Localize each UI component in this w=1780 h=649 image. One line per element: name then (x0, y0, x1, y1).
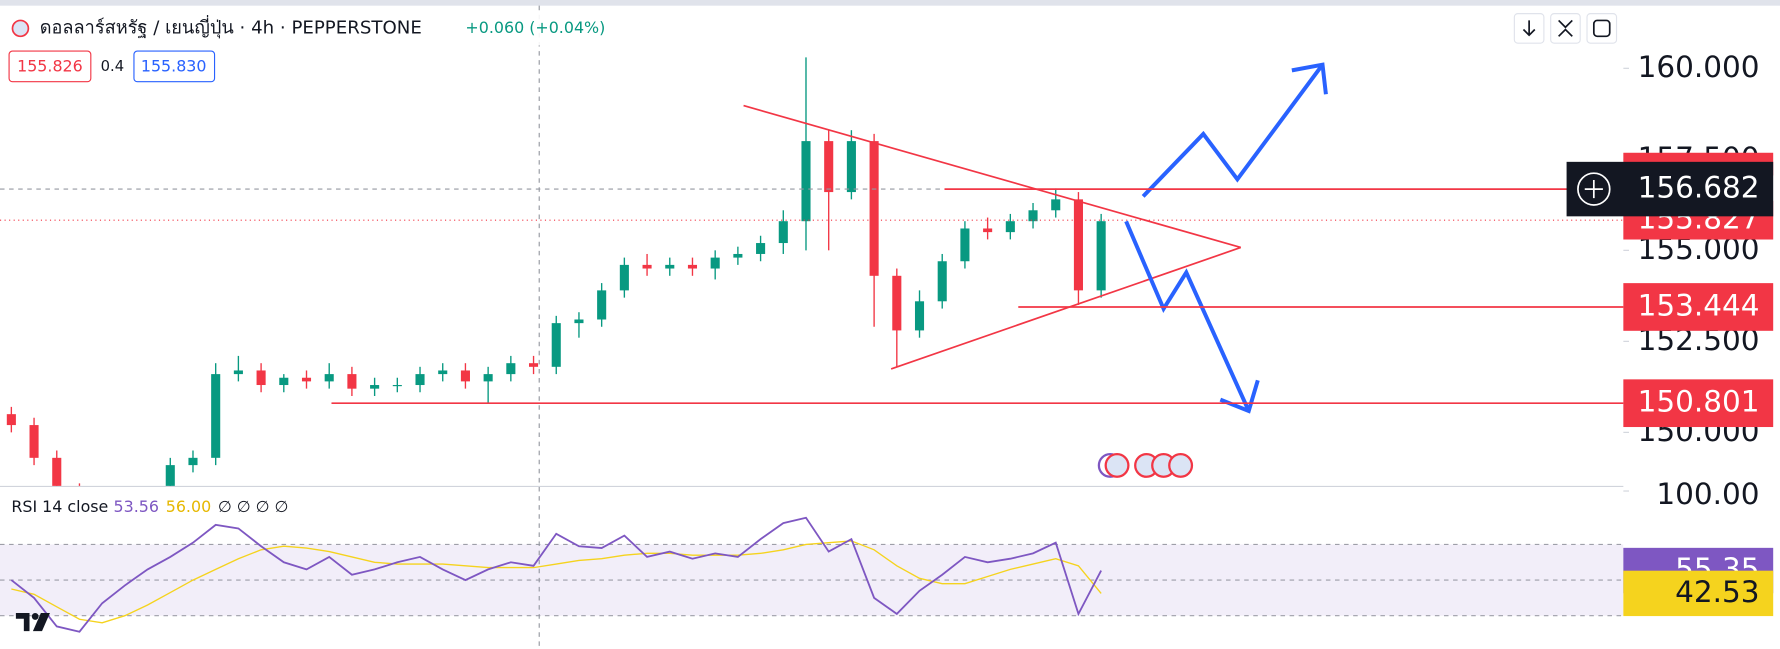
rsi-extra: ∅ ∅ ∅ ∅ (218, 497, 288, 516)
candle-body (347, 374, 357, 389)
price-change: +0.060 (+0.04%) (465, 18, 605, 37)
symbol-title[interactable]: ดอลลาร์สหรัฐ / เยนญี่ปุ่น · 4h · PEPPERS… (40, 14, 422, 39)
candle-body (1005, 221, 1015, 233)
arrow-up-head (1291, 62, 1328, 95)
candle-body (892, 275, 902, 331)
candle-body (392, 385, 402, 387)
toolbar[interactable] (1513, 13, 1618, 44)
candle-body (415, 374, 425, 386)
candle-body (642, 264, 652, 269)
candle-body (188, 457, 198, 466)
crosshair-price-label: 156.682 (1638, 171, 1760, 205)
header: ดอลลาร์สหรัฐ / เยนญี่ปุ่น · 4h · PEPPERS… (0, 11, 1618, 632)
candle-body (983, 228, 993, 233)
bid-box[interactable] (8, 50, 92, 83)
event-icon[interactable] (1104, 452, 1130, 478)
candle-body (301, 377, 312, 382)
bid-price[interactable]: 155.826 (17, 56, 83, 75)
candle-body (324, 374, 334, 382)
symbol-flag (11, 19, 30, 38)
ma-last-label: 42.53 (1675, 575, 1759, 609)
add-icon (1584, 180, 1603, 199)
level-box (1623, 379, 1774, 428)
rsi-ma-line (11, 540, 1102, 624)
candle-body (869, 141, 879, 276)
candle-body (778, 221, 788, 244)
rsi-y-tick-label: 100.00 (1656, 477, 1759, 511)
candle-body (1051, 199, 1061, 211)
level-label: 153.444 (1638, 288, 1760, 322)
candle-body (211, 374, 221, 458)
level-label: 150.801 (1638, 385, 1760, 419)
candle-body (733, 253, 743, 258)
candle-body (279, 377, 289, 386)
icon-down (1522, 20, 1536, 37)
candle-body (165, 465, 175, 486)
spread: 0.4 (101, 58, 124, 75)
candle-body (1073, 199, 1083, 291)
ask-price[interactable]: 155.830 (141, 56, 207, 75)
candle-body (574, 319, 584, 324)
candle-body (551, 323, 561, 367)
candle-body (506, 363, 516, 375)
trendline-lower (890, 246, 1242, 370)
candle-body (960, 228, 970, 262)
icon-maximize (1592, 19, 1611, 38)
top-border (0, 0, 1780, 6)
level-box (1623, 283, 1774, 331)
rsi-line (10, 516, 1102, 633)
rsi-ma-value: 56.00 (166, 497, 211, 516)
ma-last-box (1623, 570, 1774, 617)
button-maximize[interactable] (1586, 13, 1618, 44)
candle-body (483, 374, 493, 382)
candle-body (801, 141, 811, 222)
candle-body (619, 264, 629, 291)
candle-body (438, 370, 448, 375)
candle-body (597, 290, 607, 320)
logo[interactable] (15, 613, 50, 632)
pane-separator (0, 485, 1624, 488)
rsi-pane (0, 516, 1624, 633)
price-pane (0, 57, 1624, 486)
candle-body (710, 257, 720, 269)
candle-body (52, 457, 62, 486)
add-button[interactable] (1577, 172, 1611, 206)
candle-body (687, 264, 698, 269)
event-icon[interactable] (1168, 452, 1194, 478)
candle-body (914, 301, 925, 331)
candle-body (756, 243, 766, 254)
indicator-name[interactable]: RSI 14 close (11, 497, 108, 516)
ask-box[interactable] (133, 50, 216, 83)
logo-part (32, 613, 50, 632)
candle-body (460, 370, 470, 382)
candle-body (824, 141, 834, 193)
candle-body (665, 264, 675, 269)
candle-body (256, 370, 266, 386)
icon-collapse (1558, 19, 1573, 37)
candle-body (29, 425, 39, 458)
y-tick-label: 160.000 (1638, 50, 1760, 84)
logo-part (31, 613, 39, 620)
candle-body (1028, 210, 1038, 222)
arrow-down (1124, 220, 1251, 412)
candle-body (6, 414, 16, 426)
candle-body (846, 141, 856, 193)
trendline-upper (743, 104, 1242, 249)
candle-body (233, 370, 243, 375)
candle-body (370, 385, 380, 389)
rsi-value: 53.56 (114, 497, 159, 516)
logo-part (15, 613, 30, 632)
candle-body (1096, 221, 1106, 291)
candle-body (529, 363, 539, 367)
candle-body (937, 261, 947, 302)
arrow-up (1141, 63, 1325, 198)
header-bg (0, 11, 682, 46)
event-icons[interactable] (1097, 452, 1194, 478)
